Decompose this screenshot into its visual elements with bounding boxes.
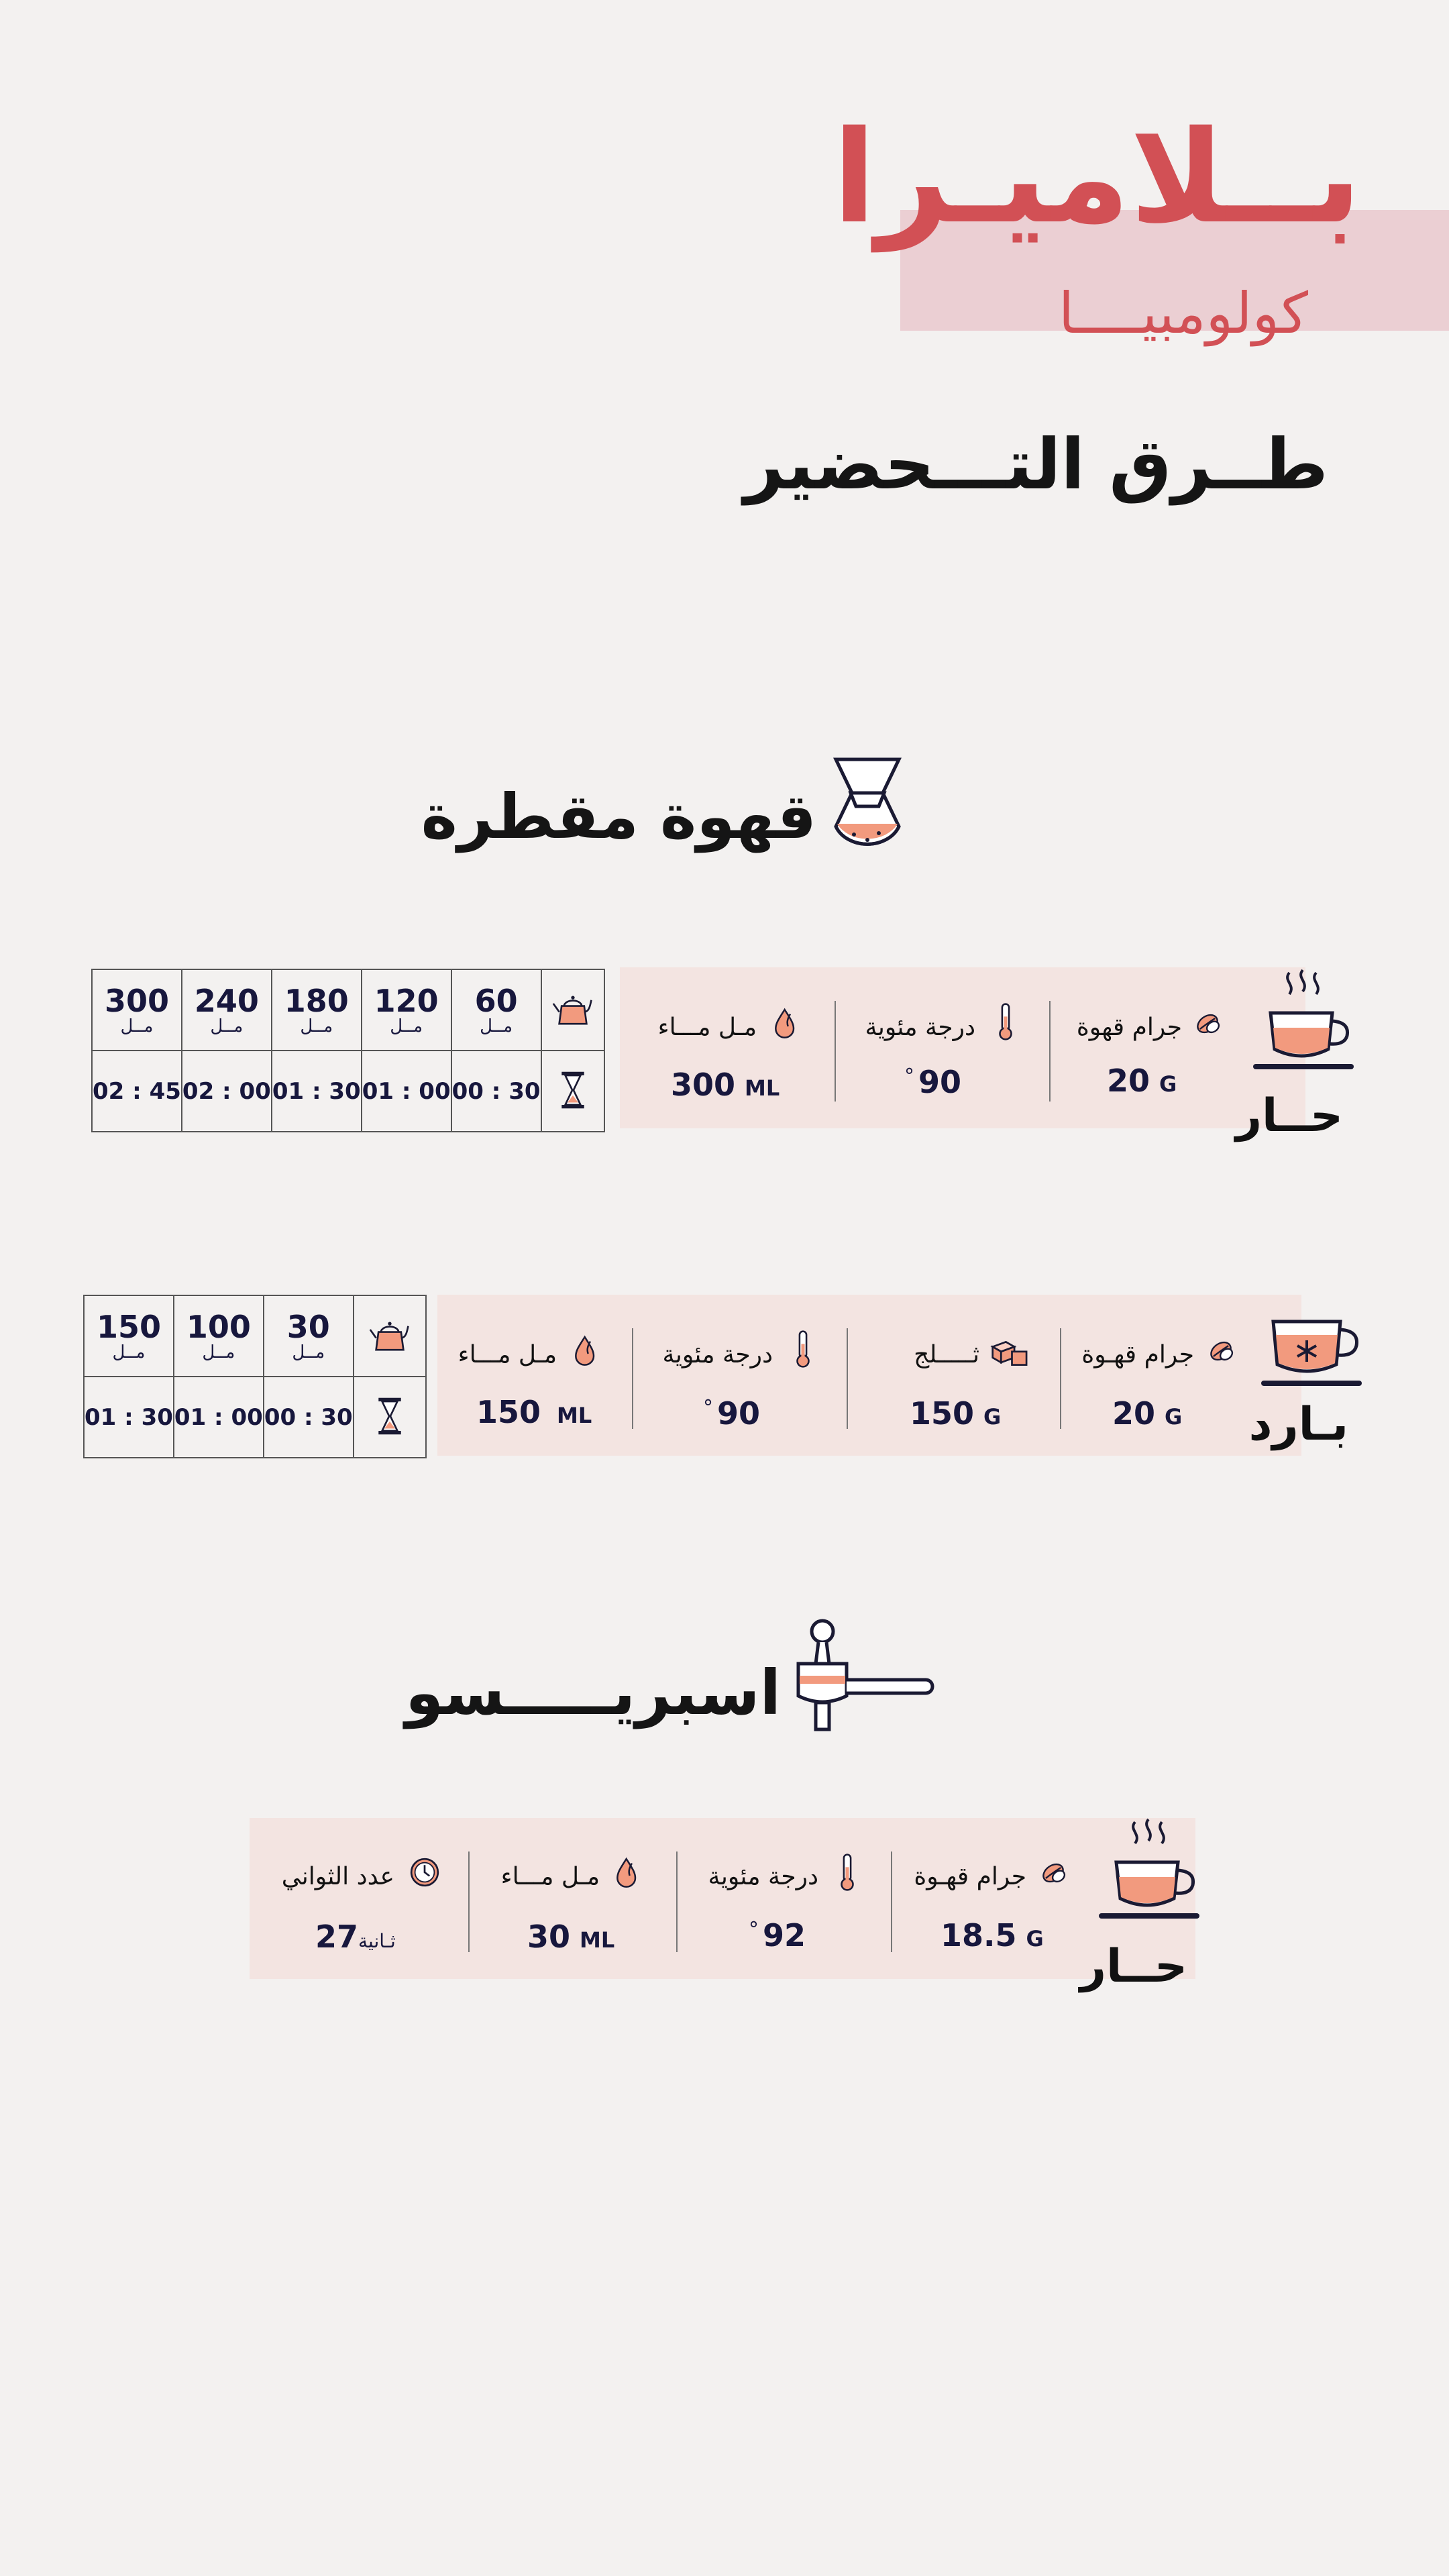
kettle-cell (352, 1295, 427, 1377)
hot-cup-icon (1099, 1818, 1199, 1919)
title-band (900, 210, 1449, 331)
coffee-bean-icon (1191, 1008, 1224, 1040)
drip-cold-label: بـارد (1248, 1398, 1348, 1451)
methods-heading: طــرق التـــحضير (743, 423, 1328, 505)
espresso-hot-label: حــار (1079, 1940, 1187, 1993)
kettle-icon (552, 988, 594, 1030)
time-cell: 00 : 30 (262, 1376, 354, 1458)
espresso-water-value: 30 ML (527, 1919, 615, 1955)
espresso-water-label: مـل مـــاء (500, 1863, 600, 1890)
drip-hot-water-label: مـل مـــاء (657, 1014, 757, 1041)
time-cell: 01 : 00 (360, 1050, 452, 1132)
time-cell: 01 : 30 (270, 1050, 362, 1132)
drip-hot-pour-table: 300 مــل 240 مــل 180 مــل 120 مــل 60 مــل 0… (91, 969, 606, 1132)
drip-hot-coffee-value: 20 G (1107, 1063, 1177, 1099)
volume-cell: 300 مــل (91, 969, 182, 1051)
iced-cup-icon (1261, 1320, 1362, 1386)
time-cell: 02 : 45 (91, 1050, 182, 1132)
drip-hot-temp-value: ° 90 (904, 1064, 962, 1100)
volume-cell: 180 مــل (270, 969, 362, 1051)
drip-cold-coffee-label: جرام قهـوة (1081, 1341, 1194, 1368)
drip-cold-ice-value: 150 G (910, 1395, 1002, 1432)
volume-cell: 150 مــل (83, 1295, 174, 1377)
time-cell: 01 : 30 (83, 1376, 174, 1458)
brand-subtitle: كولومبيــــا (1058, 280, 1308, 346)
espresso-section-title: اسبريـــــسو (405, 1657, 781, 1729)
drip-cold-panel (437, 1295, 1301, 1456)
espresso-coffee-label: جرام قهـوة (914, 1863, 1026, 1890)
espresso-hot-panel (250, 1818, 1195, 1979)
thermometer-icon (792, 1328, 814, 1370)
clock-icon (407, 1854, 443, 1890)
espresso-seconds-value: ثـانية27 (315, 1919, 396, 1955)
volume-cell: 240 مــل (180, 969, 272, 1051)
drip-cold-temp-value: ° 90 (703, 1395, 761, 1432)
drip-cold-water-value: 150 ML (476, 1394, 592, 1430)
water-drop-icon (770, 1006, 804, 1040)
coffee-bean-icon (1205, 1335, 1237, 1367)
hourglass-icon (558, 1069, 588, 1111)
hot-cup-icon (1253, 969, 1354, 1069)
hourglass-icon (375, 1395, 405, 1437)
drip-cold-ice-label: ثـــــلج (914, 1341, 979, 1368)
time-cell: 01 : 00 (172, 1376, 264, 1458)
thermometer-icon (836, 1851, 859, 1893)
drip-hot-coffee-label: جرام قهوة (1076, 1014, 1182, 1041)
espresso-temp-label: درجة مئوية (708, 1863, 818, 1890)
drip-cold-coffee-value: 20 G (1112, 1395, 1183, 1432)
hourglass-cell (540, 1050, 606, 1132)
hourglass-cell (352, 1376, 427, 1458)
kettle-icon (369, 1314, 411, 1356)
ice-cubes-icon (987, 1332, 1030, 1368)
volume-cell: 30 مــل (262, 1295, 354, 1377)
drip-cold-water-label: مـل مـــاء (458, 1341, 557, 1368)
volume-cell: 120 مــل (360, 969, 452, 1051)
drip-hot-temp-label: درجة مئوية (865, 1014, 975, 1041)
time-cell: 02 : 00 (180, 1050, 272, 1132)
portafilter-icon (796, 1619, 934, 1731)
chemex-icon (833, 757, 902, 846)
brand-title: بــلاميـرا (833, 103, 1362, 252)
espresso-seconds-label: عدد الثواني (281, 1863, 394, 1890)
water-drop-icon (570, 1334, 604, 1367)
drip-hot-label: حــار (1235, 1089, 1343, 1142)
time-cell: 00 : 30 (450, 1050, 542, 1132)
kettle-cell (540, 969, 606, 1051)
drip-cold-pour-table: 150 مــل 100 مــل 30 مــل 01 : 30 01 : 00 0… (83, 1295, 427, 1458)
drip-hot-panel (620, 967, 1305, 1128)
volume-cell: 60 مــل (450, 969, 542, 1051)
espresso-temp-value: ° 92 (749, 1917, 806, 1953)
drip-cold-temp-label: درجة مئوية (662, 1341, 773, 1368)
coffee-bean-icon (1037, 1857, 1069, 1889)
espresso-coffee-value: 18.5 G (941, 1917, 1044, 1953)
volume-cell: 100 مــل (172, 1295, 264, 1377)
drip-section-title: قهوة مقطرة (421, 781, 816, 853)
thermometer-icon (994, 1001, 1017, 1042)
drip-hot-water-value: 300 ML (671, 1067, 780, 1103)
water-drop-icon (612, 1856, 645, 1889)
